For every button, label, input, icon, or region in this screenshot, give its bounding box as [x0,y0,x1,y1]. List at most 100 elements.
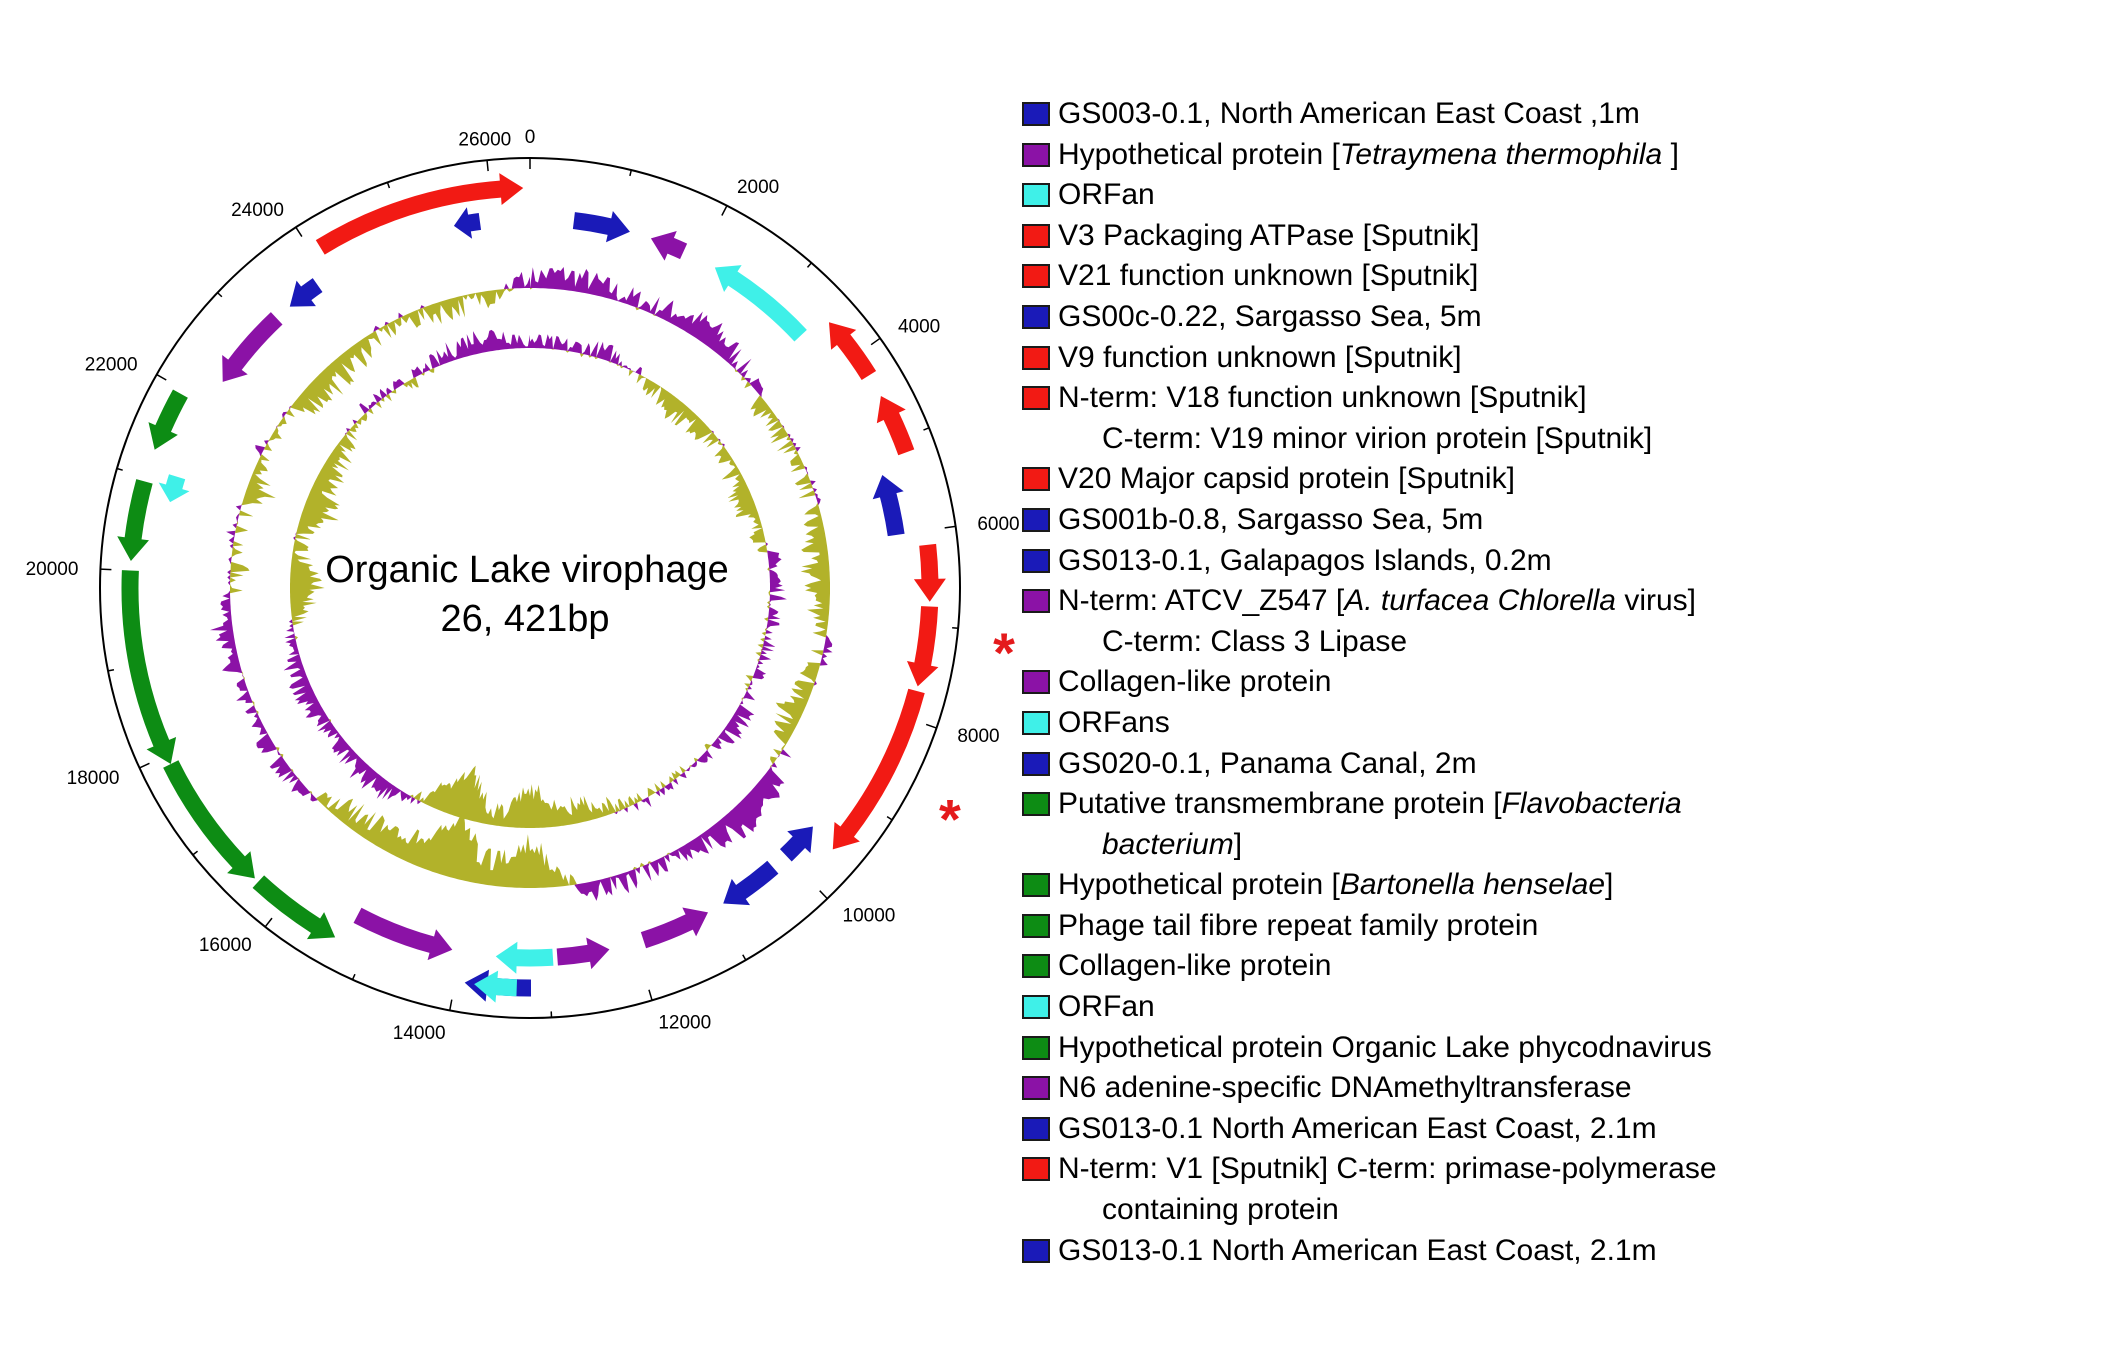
legend-entry: Hypothetical protein Organic Lake phycod… [1022,1028,2112,1069]
legend-label: ORFans [1058,703,1170,744]
legend-entry: N-term: ATCV_Z547 [A. turfacea Chlorella… [1022,581,2112,622]
gene-arrow-cyan [495,941,554,974]
legend-label-part: Putative transmembrane protein [ [1058,787,1502,821]
legend-label-part: virus] [1616,584,1697,618]
legend-label: GS013-0.1 North American East Coast, 2.1… [1058,1109,1657,1150]
tick-mark [116,467,123,471]
legend-label-part: ORFan [1058,178,1155,212]
tick-label: 4000 [898,317,940,338]
legend-swatch [1022,670,1050,695]
gene-arrow-blue [572,211,630,243]
gene-arrow-red [832,688,925,850]
legend-entry: GS001b-0.8, Sargasso Sea, 5m [1022,500,2112,541]
legend-label: Phage tail fibre repeat family protein [1058,906,1538,947]
legend-label: C-term: V19 minor virion protein [Sputni… [1102,419,1652,460]
tick-label: 12000 [658,1012,711,1033]
legend-label: GS00c-0.22, Sargasso Sea, 5m [1058,297,1482,338]
legend-entry: Collagen-like protein [1022,662,2112,703]
legend-label: GS020-0.1, Panama Canal, 2m [1058,744,1477,785]
tick-mark [806,262,812,268]
legend-label: GS003-0.1, North American East Coast ,1m [1058,94,1640,135]
legend-label-part: ] [1233,827,1243,861]
legend-label-part: Phage tail fibre repeat family protein [1058,908,1539,942]
legend-label-part: ORFans [1058,705,1170,739]
gene-arrow-blue [723,860,779,906]
legend-swatch [1022,589,1050,614]
legend-label: V20 Major capsid protein [Sputnik] [1058,459,1515,500]
legend-label-part: V9 function unknown [Sputnik] [1058,340,1462,374]
gene-arrow-cyan [474,970,518,1003]
legend-entry: bacterium] [1022,825,2112,866]
legend-swatch [1022,1238,1050,1263]
legend-swatch [1022,264,1050,289]
tick-mark [486,160,489,172]
tick-mark [629,169,633,177]
gene-arrow-blue [289,278,323,307]
gene-arrow-purple [640,907,709,949]
gene-arrow-blue [872,474,905,537]
legend-swatch [1022,1076,1050,1101]
legend-label: containing protein [1102,1190,1339,1231]
legend-swatch [1022,954,1050,979]
legend-label-part: GS00c-0.22, Sargasso Sea, 5m [1058,299,1482,333]
gene-arrow-green [121,570,177,764]
legend-entry: GS013-0.1 North American East Coast, 2.1… [1022,1231,2112,1272]
gene-stars: ** [939,621,1015,851]
tick-mark [886,815,893,821]
legend-entry: GS00c-0.22, Sargasso Sea, 5m [1022,297,2112,338]
gene-arrow-blue [779,826,813,862]
legend-label-part: bacterium [1102,827,1234,861]
legend-label: Putative transmembrane protein [Flavobac… [1058,784,1682,825]
legend-label-part: N-term: V1 [Sputnik] C-term: primase-pol… [1058,1152,1717,1186]
legend-entry: Hypothetical protein [Tetraymena thermop… [1022,135,2112,176]
tick-label: 24000 [231,200,284,221]
tick-marks: 0 2000 4000 6000 8000 10000 12000 14000 16000 180… [26,127,1020,1044]
legend-label-part: Hypothetical protein Organic Lake phycod… [1058,1030,1712,1064]
gene-star: * [939,787,961,850]
legend-swatch [1022,345,1050,370]
tick-label: 18000 [67,768,120,789]
legend-label-part: GS013-0.1 North American East Coast, 2.1… [1058,1233,1657,1267]
tick-mark [648,989,653,1001]
tick-label: 20000 [26,559,79,580]
tick-label: 8000 [957,726,999,747]
legend-entry: GS020-0.1, Panama Canal, 2m [1022,744,2112,785]
tick-label: 16000 [199,935,252,956]
tick-mark [923,427,930,431]
legend-label: V9 function unknown [Sputnik] [1058,338,1462,379]
tick-mark [264,917,273,928]
gene-arrow-purple [650,230,688,261]
legend-label-part: Tetraymena thermophila [1339,137,1663,171]
map-title-line2: 26, 421bp [440,598,609,640]
legend-label-part: Collagen-like protein [1058,949,1332,983]
legend-label: N6 adenine-specific DNAmethyltransferase [1058,1068,1632,1109]
legend-label-part: GS020-0.1, Panama Canal, 2m [1058,746,1477,780]
tick-mark [192,850,199,856]
legend-entry: N-term: V18 function unknown [Sputnik] [1022,378,2112,419]
legend-swatch [1022,467,1050,492]
gene-arrow-purple [556,937,610,970]
legend-label-part: Flavobacteria [1501,787,1682,821]
legend-swatch [1022,386,1050,411]
tick-label: 6000 [977,514,1019,535]
gene-arrow-cyan [158,474,190,503]
tick-mark [139,762,150,769]
legend-swatch [1022,183,1050,208]
legend-entry: ORFan [1022,987,2112,1028]
legend-label: ORFan [1058,175,1155,216]
tick-label: 26000 [458,129,511,150]
gene-arrow-red [315,173,524,255]
legend-entry: V21 function unknown [Sputnik] [1022,256,2112,297]
legend-swatch [1022,710,1050,735]
tick-mark [156,373,167,381]
legend-swatch [1022,751,1050,776]
legend-label-part: Hypothetical protein [ [1058,868,1340,902]
tick-label: 10000 [843,906,896,927]
tick-mark [742,954,747,961]
legend-label: Hypothetical protein Organic Lake phycod… [1058,1028,1712,1069]
legend-label: Collagen-like protein [1058,946,1332,987]
legend-label-part: Hypothetical protein [ [1058,137,1340,171]
legend-swatch [1022,1157,1050,1182]
legend-label-part: N6 adenine-specific DNAmethyltransferase [1058,1071,1632,1105]
gene-arrow-purple [222,312,283,382]
